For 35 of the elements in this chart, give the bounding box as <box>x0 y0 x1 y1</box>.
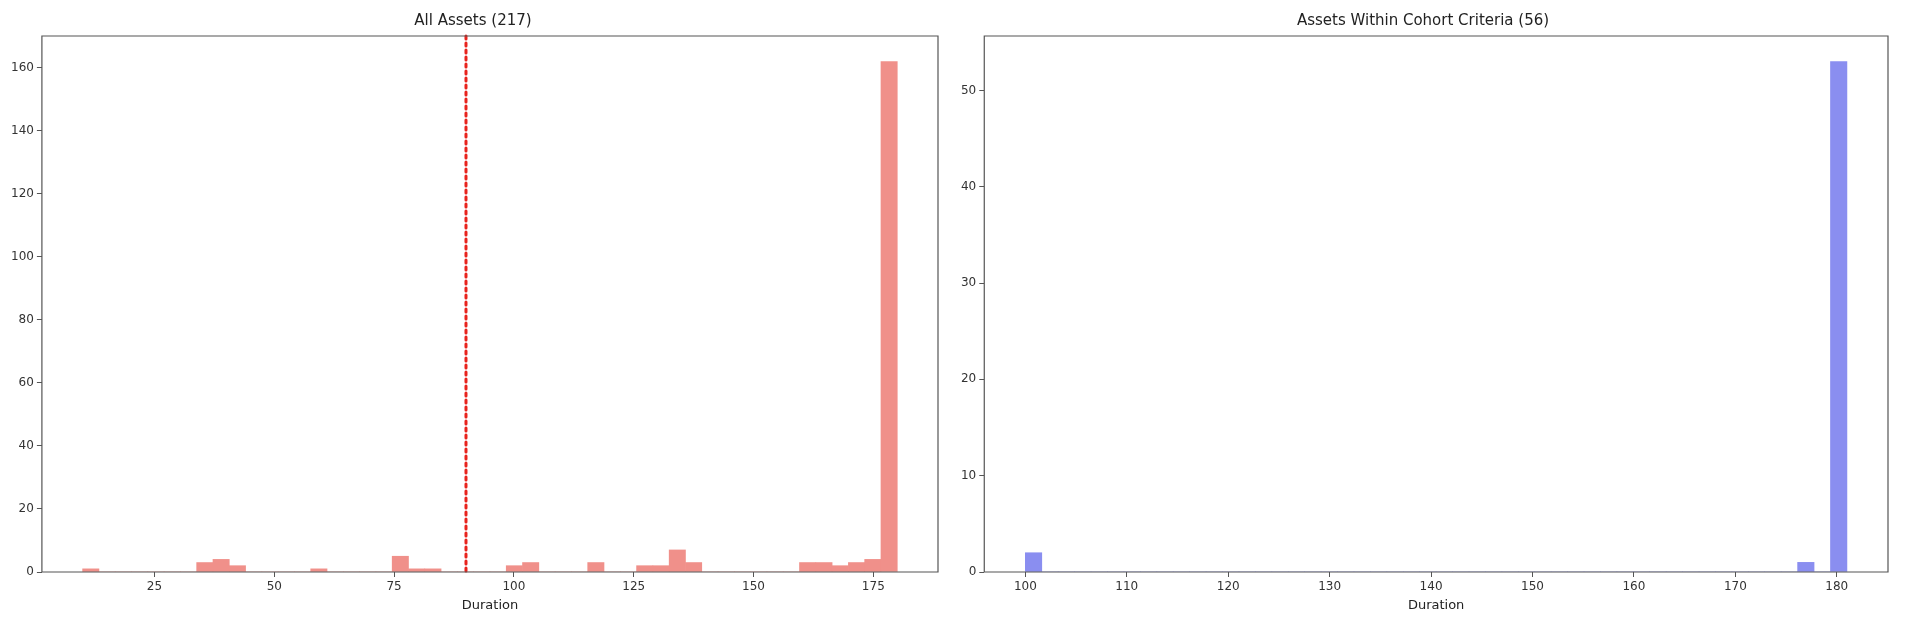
y-tick-label: 20 <box>960 371 977 386</box>
y-tick-label: 100 <box>11 249 34 264</box>
y-tick-label: 40 <box>960 178 977 193</box>
x-axis-title: Duration <box>1407 596 1465 612</box>
x-tick-label: 125 <box>622 579 646 594</box>
x-tick-label: 110 <box>1115 579 1139 594</box>
x-tick-label: 140 <box>1419 579 1443 594</box>
y-tick-label: 30 <box>960 275 977 290</box>
y-tick-label: 50 <box>960 82 977 97</box>
chart-title: Assets Within Cohort Criteria (56) <box>1296 10 1550 29</box>
x-tick-label: 180 <box>1825 579 1849 594</box>
x-tick-label: 75 <box>386 579 402 594</box>
y-tick-label: 0 <box>968 564 977 579</box>
x-tick-label: 170 <box>1723 579 1747 594</box>
chart-title: All Assets (217) <box>414 10 532 29</box>
y-tick-label: 160 <box>11 59 34 74</box>
x-tick-label: 100 <box>1013 579 1037 594</box>
x-axis-title: Duration <box>461 596 519 612</box>
x-tick-label: 50 <box>266 579 282 594</box>
x-tick-label: 175 <box>861 579 885 594</box>
y-tick-label: 10 <box>960 467 977 482</box>
x-tick-label: 100 <box>502 579 526 594</box>
y-tick-label: 60 <box>18 375 34 390</box>
y-tick-label: 140 <box>11 122 34 137</box>
y-tick-label: 80 <box>18 312 34 327</box>
y-tick-label: 120 <box>11 185 34 200</box>
y-tick-label: 20 <box>18 501 34 516</box>
x-tick-label: 120 <box>1216 579 1240 594</box>
y-tick-label: 0 <box>26 564 34 579</box>
x-tick-label: 25 <box>146 579 163 594</box>
x-tick-label: 160 <box>1622 579 1646 594</box>
x-tick-label: 130 <box>1318 579 1342 594</box>
x-tick-label: 150 <box>1521 579 1544 594</box>
y-tick-label: 40 <box>18 438 34 453</box>
x-tick-label: 150 <box>742 579 765 594</box>
